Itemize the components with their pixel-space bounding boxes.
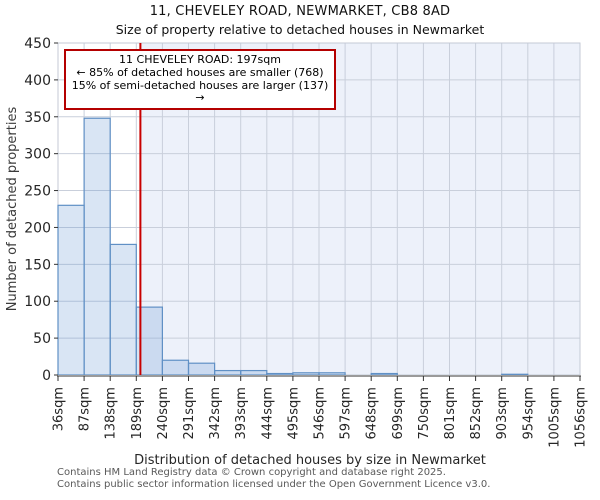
- histogram-bar: [83, 117, 111, 376]
- histogram-bar: [501, 373, 529, 376]
- histogram-bar: [370, 372, 398, 376]
- x-tick-label: 750sqm: [417, 387, 432, 440]
- y-tick-label: 150: [24, 257, 51, 273]
- x-tick-label: 138sqm: [104, 387, 119, 440]
- x-tick-label: 903sqm: [495, 387, 510, 440]
- chart-title: 11, CHEVELEY ROAD, NEWMARKET, CB8 8AD: [149, 4, 451, 19]
- x-tick-label: 495sqm: [286, 387, 301, 440]
- x-tick-label: 801sqm: [443, 387, 458, 440]
- y-tick-label: 50: [33, 331, 51, 347]
- x-tick-label: 852sqm: [469, 387, 484, 440]
- x-tick-label: 444sqm: [260, 387, 275, 440]
- y-axis-title: Number of detached properties: [5, 107, 20, 312]
- x-tick-label: 189sqm: [130, 387, 145, 440]
- x-tick-label: 597sqm: [339, 387, 354, 440]
- histogram-bar: [161, 359, 190, 376]
- x-tick-label: 393sqm: [234, 387, 249, 440]
- histogram-bar: [318, 372, 346, 376]
- x-tick-label: 36sqm: [52, 387, 67, 431]
- y-tick-label: 400: [24, 73, 51, 89]
- x-tick-label: 342sqm: [208, 387, 223, 440]
- footer-line-2: Contains public sector information licen…: [57, 478, 491, 490]
- attribution-footer: Contains HM Land Registry data © Crown c…: [57, 467, 490, 490]
- y-tick-label: 450: [24, 36, 51, 52]
- annotation-smaller-stat: ← 85% of detached houses are smaller (76…: [76, 65, 324, 79]
- x-tick-label: 1005sqm: [547, 387, 562, 448]
- x-tick-label: 954sqm: [521, 387, 536, 440]
- histogram-bar: [292, 372, 320, 376]
- histogram-bar: [57, 204, 85, 376]
- x-tick-label: 699sqm: [391, 387, 406, 440]
- footer-line-1: Contains HM Land Registry data © Crown c…: [57, 467, 446, 478]
- histogram-bar: [240, 369, 268, 376]
- x-tick-label: 291sqm: [182, 387, 197, 440]
- chart-subtitle: Size of property relative to detached ho…: [115, 22, 485, 37]
- x-axis-title: Distribution of detached houses by size …: [134, 453, 486, 468]
- histogram-bar: [214, 369, 242, 376]
- y-tick-label: 300: [24, 147, 51, 163]
- x-tick-label: 546sqm: [313, 387, 328, 440]
- y-tick-label: 200: [24, 220, 51, 236]
- annotation-property-size: 11 CHEVELEY ROAD: 197sqm: [119, 53, 281, 66]
- x-tick-label: 240sqm: [156, 387, 171, 440]
- histogram-bar: [266, 372, 294, 376]
- histogram-bar: [187, 362, 216, 376]
- y-tick-label: 0: [42, 368, 51, 384]
- annotation-larger-stat: 15% of semi-detached houses are larger (…: [71, 78, 329, 105]
- y-tick-label: 250: [24, 184, 51, 200]
- x-tick-label: 87sqm: [78, 387, 93, 431]
- property-annotation-box: 11 CHEVELEY ROAD: 197sqm ← 85% of detach…: [64, 49, 336, 111]
- x-tick-label: 648sqm: [365, 387, 380, 440]
- x-tick-label: 1056sqm: [574, 387, 589, 448]
- y-tick-label: 350: [24, 110, 51, 126]
- histogram-bar: [109, 243, 137, 376]
- y-tick-label: 100: [24, 294, 51, 310]
